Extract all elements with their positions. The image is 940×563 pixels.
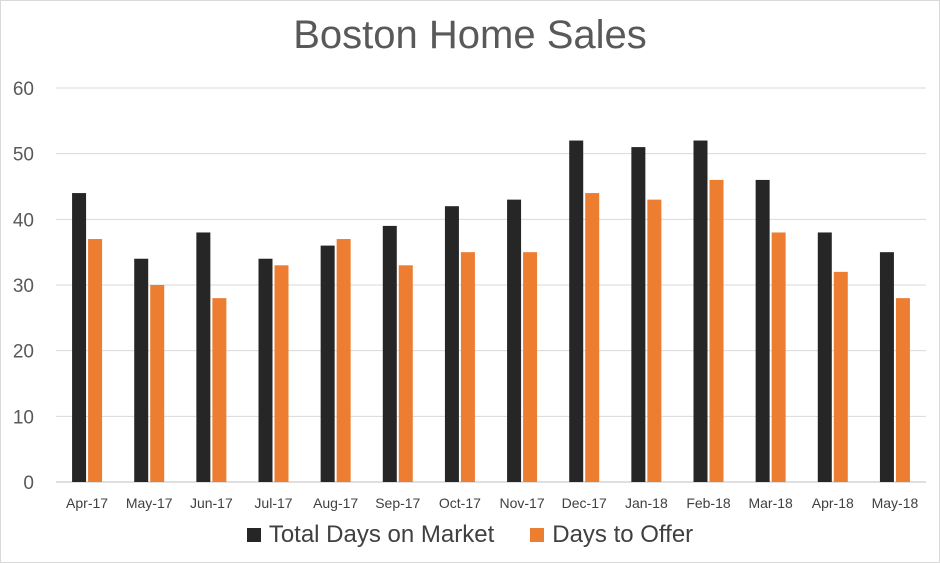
y-tick-label: 50 — [13, 145, 34, 166]
y-tick-label: 0 — [23, 473, 34, 494]
chart-title: Boston Home Sales — [293, 13, 647, 57]
x-tick-label: May-18 — [872, 495, 919, 511]
bar-total-days — [507, 199, 522, 482]
x-tick-label: Nov-17 — [500, 495, 545, 511]
bar-total-days — [196, 232, 211, 482]
legend-label-total-days: Total Days on Market — [268, 521, 495, 548]
x-tick-label: May-17 — [126, 495, 173, 511]
x-tick-label: Jun-17 — [190, 495, 233, 511]
bar-total-days — [444, 206, 459, 482]
bar-total-days — [258, 258, 273, 482]
bar-total-days — [817, 232, 832, 482]
bar-days-to-offer — [895, 298, 910, 482]
bar-days-to-offer — [150, 285, 165, 482]
legend-item-days-to-offer: Days to Offer — [530, 521, 693, 549]
y-tick-label: 30 — [13, 276, 34, 297]
bar-total-days — [320, 245, 335, 482]
bar-total-days — [134, 258, 149, 482]
legend: Total Days on Market Days to Offer — [1, 521, 939, 549]
bar-days-to-offer — [336, 239, 351, 482]
bar-total-days — [382, 225, 397, 482]
x-tick-label: Aug-17 — [313, 495, 358, 511]
legend-swatch-days-to-offer — [530, 528, 545, 542]
bar-days-to-offer — [647, 199, 662, 482]
plot-area: 0 10 20 30 40 50 60 Apr-17 May-17 Jun-17 Jul-17 Aug… — [13, 79, 926, 511]
bar-days-to-offer — [709, 179, 724, 482]
bar-total-days — [879, 252, 894, 482]
bar-days-to-offer — [398, 265, 413, 482]
bar-total-days — [569, 140, 584, 483]
x-tick-label: Oct-17 — [439, 495, 481, 511]
y-tick-label: 60 — [13, 79, 34, 100]
legend-item-total-days: Total Days on Market — [246, 521, 495, 549]
y-tick-label: 10 — [13, 407, 34, 428]
bar-days-to-offer — [212, 298, 227, 482]
y-tick-label: 20 — [13, 342, 34, 363]
x-tick-label: Sep-17 — [375, 495, 420, 511]
legend-swatch-total-days — [246, 528, 261, 542]
bar-days-to-offer — [460, 252, 475, 482]
x-tick-label: Apr-18 — [812, 495, 854, 511]
x-tick-label: Feb-18 — [686, 495, 731, 511]
y-tick-label: 40 — [13, 210, 34, 231]
x-tick-label: Jul-17 — [254, 495, 292, 511]
bar-total-days — [755, 179, 770, 482]
bar-days-to-offer — [771, 232, 786, 482]
bar-days-to-offer — [585, 193, 600, 483]
bar-days-to-offer — [274, 265, 289, 482]
bar-days-to-offer — [833, 271, 848, 482]
bar-days-to-offer — [523, 252, 538, 482]
x-tick-label: Dec-17 — [562, 495, 607, 511]
bar-total-days — [693, 140, 708, 483]
x-tick-label: Mar-18 — [748, 495, 793, 511]
bar-total-days — [631, 147, 646, 482]
bar-days-to-offer — [88, 239, 103, 482]
bar-total-days — [72, 193, 87, 483]
x-tick-label: Apr-17 — [66, 495, 108, 511]
x-tick-label: Jan-18 — [625, 495, 668, 511]
legend-label-days-to-offer: Days to Offer — [552, 521, 694, 548]
